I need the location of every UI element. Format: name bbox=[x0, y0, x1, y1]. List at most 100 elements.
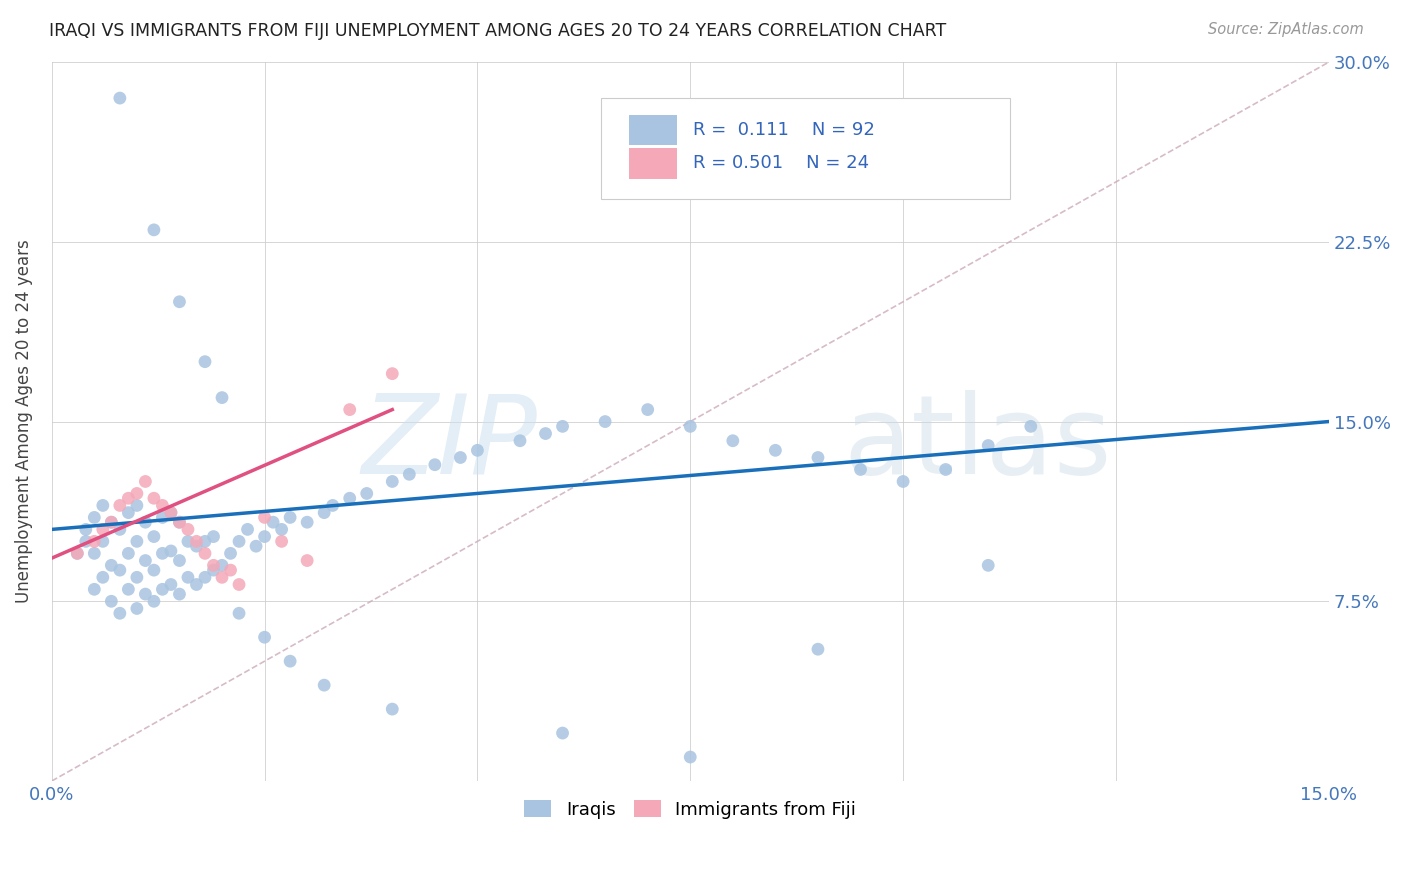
Point bbox=[186, 577, 208, 591]
Point bbox=[398, 467, 420, 482]
Y-axis label: Unemployment Among Ages 20 to 24 years: Unemployment Among Ages 20 to 24 years bbox=[15, 240, 32, 604]
Point bbox=[509, 434, 531, 448]
Point bbox=[91, 522, 114, 536]
Point bbox=[202, 530, 225, 544]
Point bbox=[228, 577, 250, 591]
Point bbox=[160, 506, 183, 520]
Text: IRAQI VS IMMIGRANTS FROM FIJI UNEMPLOYMENT AMONG AGES 20 TO 24 YEARS CORRELATION: IRAQI VS IMMIGRANTS FROM FIJI UNEMPLOYME… bbox=[49, 22, 946, 40]
Point bbox=[356, 486, 378, 500]
Point bbox=[977, 438, 1000, 452]
Point bbox=[194, 354, 217, 368]
Point bbox=[152, 546, 174, 560]
Point bbox=[66, 546, 89, 560]
Point bbox=[169, 294, 191, 309]
Point bbox=[108, 522, 131, 536]
Text: R =  0.111    N = 92: R = 0.111 N = 92 bbox=[693, 120, 875, 139]
Point bbox=[134, 553, 156, 567]
Point bbox=[91, 499, 114, 513]
Point bbox=[194, 546, 217, 560]
Point bbox=[169, 587, 191, 601]
Point bbox=[423, 458, 446, 472]
Point bbox=[551, 726, 574, 740]
Point bbox=[194, 570, 217, 584]
Point bbox=[117, 491, 139, 506]
Point bbox=[534, 426, 557, 441]
Point bbox=[977, 558, 1000, 573]
FancyBboxPatch shape bbox=[628, 148, 678, 178]
Point bbox=[177, 534, 200, 549]
Point bbox=[679, 419, 702, 434]
Point bbox=[449, 450, 471, 465]
Point bbox=[160, 577, 183, 591]
Point bbox=[593, 415, 616, 429]
Point bbox=[117, 506, 139, 520]
Point bbox=[228, 607, 250, 621]
Point bbox=[108, 563, 131, 577]
Point bbox=[100, 515, 122, 529]
Point bbox=[186, 534, 208, 549]
Point bbox=[100, 594, 122, 608]
Point bbox=[125, 486, 148, 500]
Point bbox=[75, 522, 97, 536]
Point bbox=[211, 558, 233, 573]
Point bbox=[807, 642, 830, 657]
FancyBboxPatch shape bbox=[600, 98, 1010, 199]
Point bbox=[679, 750, 702, 764]
Point bbox=[117, 582, 139, 597]
Point bbox=[807, 450, 830, 465]
Text: atlas: atlas bbox=[844, 390, 1112, 497]
Point bbox=[134, 475, 156, 489]
Point bbox=[194, 534, 217, 549]
Point bbox=[551, 419, 574, 434]
Point bbox=[1019, 419, 1042, 434]
Point bbox=[142, 491, 165, 506]
Point bbox=[100, 558, 122, 573]
Point bbox=[236, 522, 259, 536]
Point bbox=[211, 391, 233, 405]
Point bbox=[83, 546, 105, 560]
Point bbox=[295, 515, 318, 529]
Point bbox=[467, 443, 489, 458]
Point bbox=[295, 553, 318, 567]
Point bbox=[125, 570, 148, 584]
Point bbox=[637, 402, 659, 417]
Point bbox=[142, 594, 165, 608]
Point bbox=[381, 475, 404, 489]
Point bbox=[169, 553, 191, 567]
Point bbox=[314, 678, 336, 692]
Point bbox=[117, 546, 139, 560]
Text: ZIP: ZIP bbox=[361, 390, 537, 497]
Point bbox=[100, 515, 122, 529]
Legend: Iraqis, Immigrants from Fiji: Iraqis, Immigrants from Fiji bbox=[517, 793, 863, 826]
Point bbox=[849, 462, 872, 476]
Point bbox=[245, 539, 267, 553]
Point bbox=[177, 570, 200, 584]
Point bbox=[66, 546, 89, 560]
Point bbox=[763, 443, 786, 458]
Point bbox=[125, 499, 148, 513]
Point bbox=[75, 534, 97, 549]
Point bbox=[91, 534, 114, 549]
Point bbox=[262, 515, 284, 529]
Point bbox=[381, 367, 404, 381]
Point bbox=[202, 563, 225, 577]
Point bbox=[314, 506, 336, 520]
Text: R = 0.501    N = 24: R = 0.501 N = 24 bbox=[693, 154, 869, 172]
Point bbox=[253, 510, 276, 524]
Point bbox=[253, 630, 276, 644]
Point bbox=[278, 654, 301, 668]
Point bbox=[169, 515, 191, 529]
Point bbox=[339, 402, 361, 417]
Point bbox=[891, 475, 914, 489]
Point bbox=[152, 510, 174, 524]
Point bbox=[322, 499, 344, 513]
Point bbox=[169, 515, 191, 529]
Point bbox=[83, 582, 105, 597]
Point bbox=[83, 510, 105, 524]
Point bbox=[270, 534, 292, 549]
Point bbox=[142, 223, 165, 237]
Point bbox=[160, 544, 183, 558]
Point bbox=[186, 539, 208, 553]
Point bbox=[228, 534, 250, 549]
Point bbox=[91, 570, 114, 584]
